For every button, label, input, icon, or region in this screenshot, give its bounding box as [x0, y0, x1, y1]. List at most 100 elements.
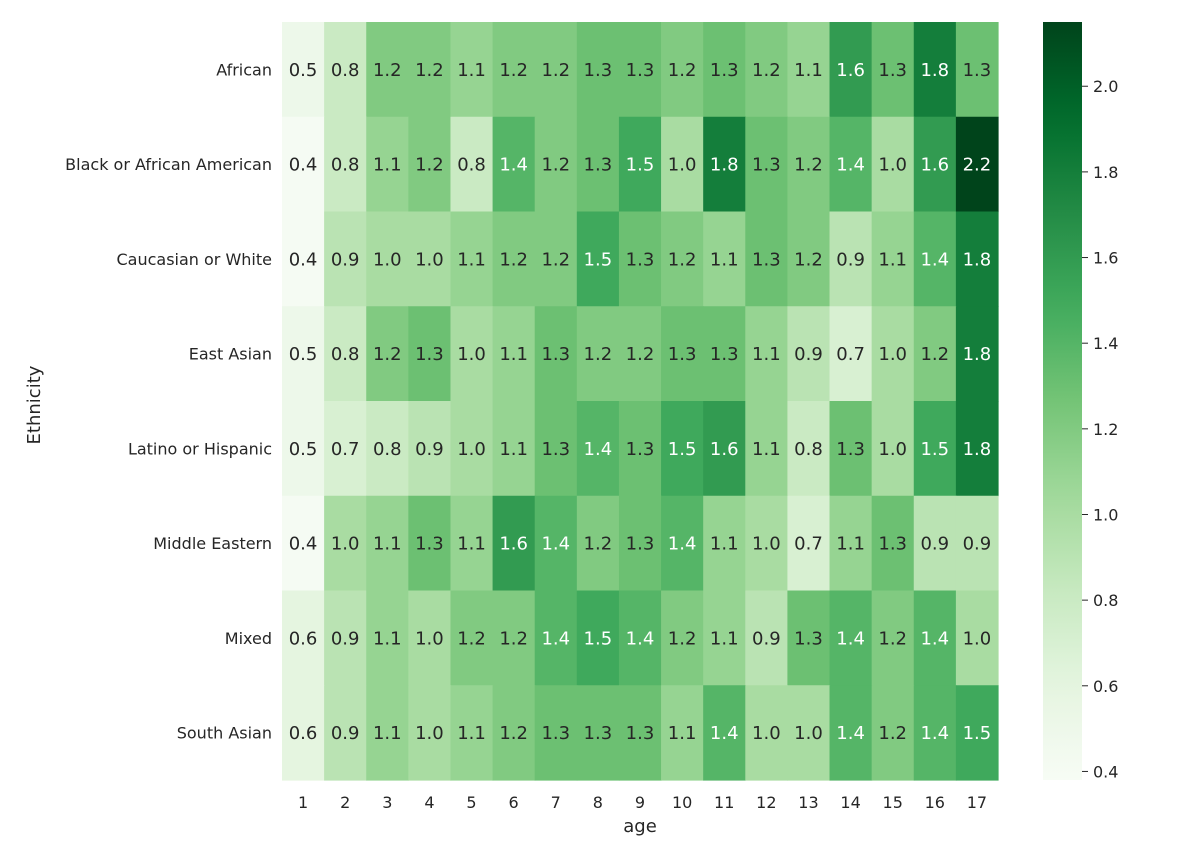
heatmap-cell [576, 22, 620, 118]
cell-value-label: 1.2 [668, 60, 697, 81]
heatmap-cell [282, 401, 325, 497]
heatmap-cell [787, 211, 831, 307]
cell-value-label: 1.3 [626, 60, 655, 81]
heatmap-cell [955, 401, 999, 497]
cell-value-label: 0.4 [289, 249, 318, 270]
heatmap-cell [913, 685, 957, 781]
colorbar-tick-label: 0.8 [1093, 591, 1118, 610]
heatmap-cell [913, 22, 957, 118]
cell-value-label: 1.4 [626, 628, 655, 649]
heatmap-cell [745, 22, 789, 118]
cell-value-label: 1.1 [794, 60, 823, 81]
heatmap-cell [576, 495, 620, 592]
cell-value-label: 1.0 [752, 534, 781, 555]
y-tick-label: Latino or Hispanic [128, 439, 272, 458]
heatmap-cell [576, 590, 620, 686]
heatmap-cell [913, 306, 957, 402]
cell-value-label: 1.3 [752, 249, 781, 270]
cell-value-label: 1.0 [794, 723, 823, 744]
heatmap-cell [955, 590, 999, 686]
colorbar-gradient [1043, 22, 1082, 780]
heatmap-cell [745, 116, 789, 213]
heatmap-cell [913, 116, 957, 213]
y-tick-label: African [216, 60, 272, 79]
x-tick-label: 8 [593, 793, 603, 812]
heatmap-cell [366, 116, 409, 213]
colorbar [1043, 22, 1082, 780]
heatmap-cell [282, 22, 325, 118]
heatmap-cell [618, 590, 662, 686]
heatmap-cell [618, 685, 662, 781]
cell-value-label: 1.2 [499, 249, 528, 270]
cell-value-label: 1.3 [963, 60, 992, 81]
cell-value-label: 1.8 [710, 155, 739, 176]
cell-value-label: 1.5 [584, 628, 613, 649]
heatmap-cell [324, 495, 367, 592]
cell-value-label: 1.1 [373, 155, 402, 176]
cell-value-label: 1.1 [710, 534, 739, 555]
cell-value-label: 1.0 [457, 439, 486, 460]
cell-value-label: 1.2 [499, 628, 528, 649]
heatmap-cell [618, 401, 662, 497]
cell-value-label: 0.8 [331, 60, 360, 81]
colorbar-tick-label: 0.6 [1093, 677, 1118, 696]
cell-value-label: 1.1 [752, 344, 781, 365]
cell-value-label: 1.2 [920, 344, 949, 365]
cell-value-label: 0.9 [794, 344, 823, 365]
cell-value-label: 0.9 [963, 534, 992, 555]
heatmap-cell [576, 401, 620, 497]
heatmap-cell [703, 116, 746, 213]
heatmap-cell [324, 685, 367, 781]
heatmap-cell [703, 306, 746, 402]
cell-value-label: 1.1 [878, 249, 907, 270]
cell-value-label: 1.2 [541, 155, 570, 176]
cell-value-label: 1.0 [878, 439, 907, 460]
cell-value-label: 0.4 [289, 534, 318, 555]
heatmap-cell [955, 495, 999, 592]
cell-value-label: 1.0 [415, 628, 444, 649]
cell-value-label: 1.2 [499, 60, 528, 81]
heatmap-cell [408, 306, 452, 402]
cell-value-label: 1.0 [457, 344, 486, 365]
heatmap-cell [745, 495, 789, 592]
cell-value-label: 1.3 [584, 155, 613, 176]
cell-value-label: 1.2 [415, 155, 444, 176]
heatmap-cell [829, 306, 873, 402]
colorbar-tick-label: 1.2 [1093, 420, 1118, 439]
heatmap-cell [871, 495, 915, 592]
heatmap-cell [787, 495, 831, 592]
heatmap-cell [787, 306, 831, 402]
heatmap-cell [366, 401, 409, 497]
cell-value-label: 2.2 [963, 155, 992, 176]
cell-value-label: 0.5 [289, 344, 318, 365]
heatmap-cell [408, 211, 452, 307]
heatmap-cell [408, 590, 452, 686]
cell-value-label: 0.9 [752, 628, 781, 649]
heatmap-cell [829, 116, 873, 213]
heatmap-cell [450, 211, 494, 307]
cell-value-label: 1.6 [499, 534, 528, 555]
heatmap-cell [618, 495, 662, 592]
cell-value-label: 1.4 [920, 628, 949, 649]
cell-value-label: 1.6 [710, 439, 739, 460]
y-tick-label: Black or African American [65, 155, 272, 174]
cell-value-label: 1.2 [584, 344, 613, 365]
x-tick-label: 17 [967, 793, 987, 812]
colorbar-tick-label: 2.0 [1093, 77, 1118, 96]
heatmap-cell [703, 22, 746, 118]
cell-value-label: 1.3 [710, 60, 739, 81]
cell-value-label: 1.5 [668, 439, 697, 460]
heatmap-cell [408, 22, 452, 118]
x-tick-label: 11 [714, 793, 734, 812]
cell-annotations: 0.5 0.8 1.2 1.2 1.1 1.2 1.2 1.3 1.3 1.2 1.3 1.2 1.1 1… [289, 60, 992, 744]
heatmap-cell [408, 116, 452, 213]
heatmap-cell [955, 685, 999, 781]
cell-value-label: 1.5 [584, 249, 613, 270]
cell-value-label: 1.1 [752, 439, 781, 460]
heatmap-cell [576, 116, 620, 213]
x-tick-label: 16 [925, 793, 945, 812]
cell-value-label: 0.5 [289, 60, 318, 81]
cell-value-label: 1.6 [836, 60, 865, 81]
cell-value-label: 1.1 [710, 249, 739, 270]
heatmap-cell [787, 22, 831, 118]
